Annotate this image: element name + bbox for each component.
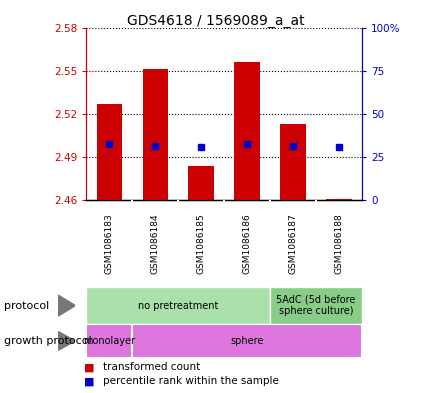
Text: ■: ■ [84,362,94,373]
Bar [188,166,213,200]
Text: sphere: sphere [230,336,263,346]
Bar [280,124,305,200]
Text: GSM1086186: GSM1086186 [242,213,251,274]
Bar [270,287,361,324]
Bar [234,62,259,200]
Bar [86,324,132,358]
Text: percentile rank within the sample: percentile rank within the sample [103,376,279,386]
Bar [96,104,122,200]
Bar [326,199,351,200]
Text: transformed count: transformed count [103,362,200,373]
Polygon shape [58,295,75,316]
Bar [142,69,167,200]
Text: GSM1086185: GSM1086185 [196,213,205,274]
Text: 5AdC (5d before
sphere culture): 5AdC (5d before sphere culture) [276,295,355,316]
Text: monolayer: monolayer [83,336,135,346]
Text: GSM1086188: GSM1086188 [334,213,343,274]
Text: protocol: protocol [4,301,49,310]
Bar [132,324,361,358]
Text: GDS4618 / 1569089_a_at: GDS4618 / 1569089_a_at [126,14,304,28]
Polygon shape [58,332,75,350]
Text: growth protocol: growth protocol [4,336,92,346]
Text: GSM1086183: GSM1086183 [104,213,114,274]
Text: GSM1086187: GSM1086187 [288,213,297,274]
Text: ■: ■ [84,376,94,386]
Text: no pretreatment: no pretreatment [138,301,218,310]
Bar [86,287,270,324]
Text: GSM1086184: GSM1086184 [150,213,159,274]
